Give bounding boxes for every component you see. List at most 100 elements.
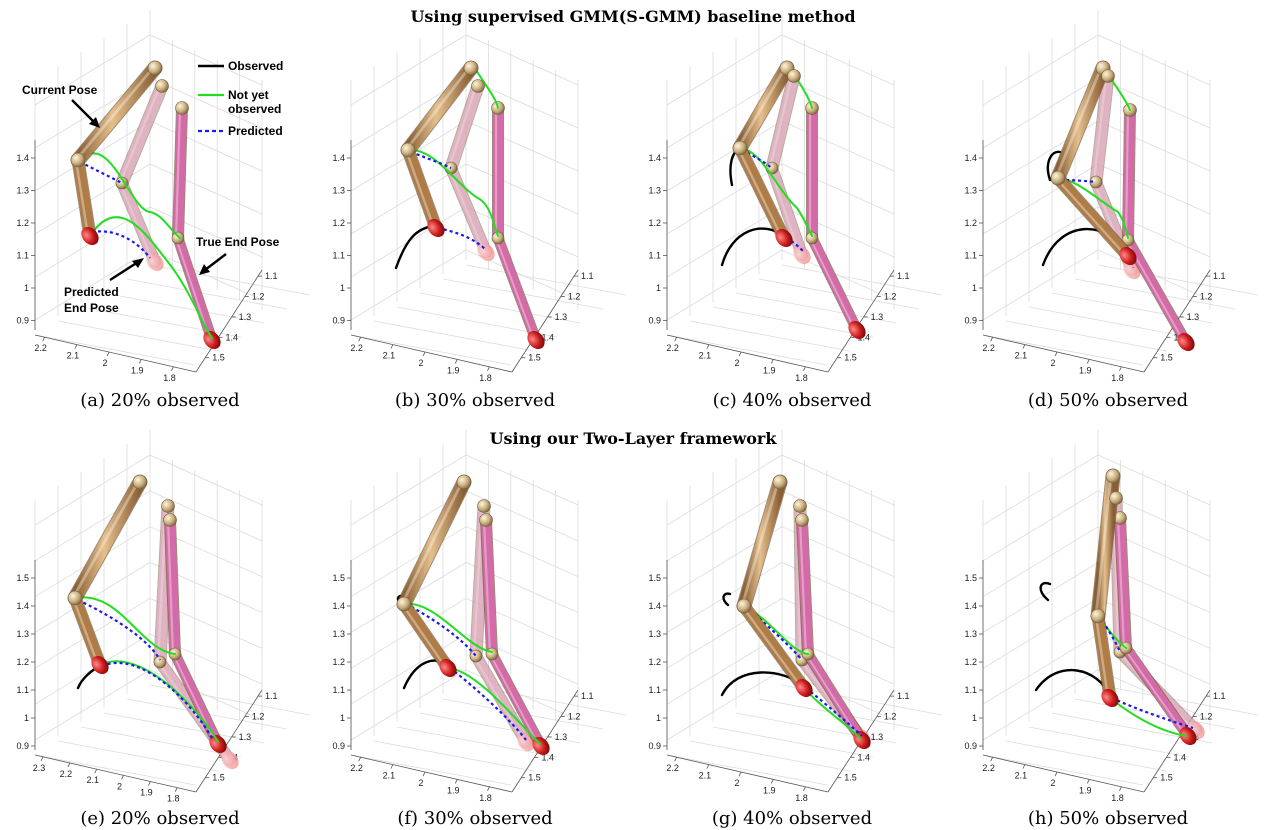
trajectory-predicted: [77, 599, 213, 739]
grid-line: [666, 34, 895, 106]
x-tick-label: 2.2: [350, 343, 363, 353]
x-tick-label: 2: [419, 358, 424, 368]
grid-line: [350, 490, 579, 562]
z-tick-label: 1.1: [648, 251, 661, 261]
predicted-upper-arm: [766, 70, 800, 174]
trajectory-not-yet-observed-elbow: [407, 148, 499, 237]
x-tick-mark: [487, 786, 490, 791]
x-axis: [982, 754, 1145, 793]
y-tick-label: 1.5: [844, 773, 857, 783]
true-shoulder-joint: [795, 513, 809, 527]
z-tick-label: 1.1: [964, 251, 977, 261]
grid-line: [350, 669, 579, 741]
x-tick-label: 2: [419, 778, 424, 788]
grid-line: [126, 278, 288, 310]
legend-not-yet-label-1: Not yet: [228, 88, 269, 102]
grid-line: [666, 334, 828, 366]
grid-line: [34, 490, 263, 562]
z-tick-label: 0.9: [332, 316, 345, 326]
current-upper-arm-highlight: [400, 480, 464, 606]
arrowhead-predicted-end: [132, 258, 144, 268]
x-tick-label: 2.3: [33, 763, 46, 773]
x-tick-mark: [454, 779, 458, 784]
grid-line: [1097, 684, 1259, 716]
trajectory-not-yet-observed-hand: [447, 667, 541, 745]
grid-line: [1097, 264, 1259, 296]
z-tick-label: 1: [24, 713, 29, 723]
legend-observed-label: Observed: [228, 59, 283, 73]
panel-top-3: 1.41.31.21.110.92.22.121.91.81.11.21.31.…: [964, 10, 1259, 383]
current-forearm-highlight: [740, 604, 804, 690]
predicted-hand: [793, 245, 811, 265]
legend-predicted-label: Predicted: [228, 124, 283, 138]
current-hand: [439, 658, 457, 678]
x-tick-label: 1.9: [1079, 785, 1092, 795]
grid-line: [1005, 320, 1167, 352]
grid-line: [350, 334, 512, 366]
annotation-predicted-end-1: Predicted: [64, 285, 119, 299]
z-tick-label: 1.1: [648, 685, 661, 695]
x-tick-label: 2.2: [34, 343, 47, 353]
true-hand: [1177, 332, 1195, 352]
grid-line: [34, 633, 263, 705]
x-tick-label: 2.1: [383, 771, 396, 781]
x-tick-label: 2.1: [1015, 771, 1028, 781]
z-tick-label: 0.9: [964, 316, 977, 326]
z-tick-label: 1.5: [964, 573, 977, 583]
y-axis: [511, 269, 579, 373]
x-tick-label: 2.1: [1015, 351, 1028, 361]
x-tick-mark: [674, 757, 678, 762]
x-axis: [34, 334, 197, 373]
predicted-upper-arm-highlight: [768, 74, 794, 170]
x-tick-mark: [990, 337, 994, 342]
current-elbow-joint: [1090, 608, 1106, 624]
caption-a: (a) 20% observed: [80, 390, 239, 411]
grid-line: [34, 526, 263, 598]
grid-line: [350, 754, 512, 786]
current-forearm-highlight: [1054, 176, 1128, 258]
z-tick-label: 1.3: [648, 186, 661, 196]
y-tick-label: 1.2: [568, 712, 581, 722]
grid-line: [712, 726, 874, 758]
x-axis: [982, 334, 1145, 373]
current-hand: [1119, 246, 1137, 266]
grid-line: [350, 633, 579, 705]
z-tick-label: 1.1: [16, 251, 29, 261]
z-tick-label: 1.2: [964, 218, 977, 228]
x-tick-mark: [390, 344, 394, 349]
arrowhead-true-end-pose: [199, 264, 210, 275]
grid-line: [1028, 726, 1190, 758]
grid-line: [666, 597, 895, 669]
current-elbow-joint: [400, 142, 416, 158]
x-tick-label: 1.8: [163, 373, 176, 383]
grid-line: [666, 633, 895, 705]
y-tick-label: 1.1: [265, 271, 278, 281]
grid-line: [34, 597, 263, 669]
predicted-forearm: [117, 178, 160, 267]
x-tick-mark: [1022, 344, 1026, 349]
panel-top-2: 1.41.31.21.110.92.22.121.91.81.11.21.31.…: [648, 10, 943, 383]
x-tick-mark: [487, 366, 490, 371]
x-axis: [34, 754, 197, 793]
caption-e: (e) 20% observed: [80, 808, 239, 829]
z-tick-label: 1.3: [332, 186, 345, 196]
x-tick-label: 2: [735, 778, 740, 788]
x-tick-mark: [770, 779, 774, 784]
true-forearm: [1121, 643, 1193, 741]
x-tick-mark: [67, 762, 71, 768]
z-tick-label: 1.1: [964, 685, 977, 695]
x-tick-mark: [1054, 351, 1058, 357]
z-tick-label: 1.3: [964, 186, 977, 196]
arrow-true-end-pose: [204, 253, 227, 271]
shoulder-joint-2: [793, 499, 807, 513]
annotations: Current Pose True End Pose Predicted End…: [22, 83, 280, 315]
true-forearm: [1123, 235, 1191, 347]
trajectory-not-yet-observed-hand: [89, 216, 213, 339]
y-tick-label: 1.1: [897, 271, 910, 281]
caption-h: (h) 50% observed: [1028, 808, 1188, 829]
predicted-forearm: [471, 651, 531, 747]
true-upper-arm: [1115, 513, 1131, 653]
predicted-forearm-highlight: [768, 166, 802, 257]
z-tick-label: 1.4: [332, 601, 345, 611]
grid-line: [34, 754, 196, 786]
